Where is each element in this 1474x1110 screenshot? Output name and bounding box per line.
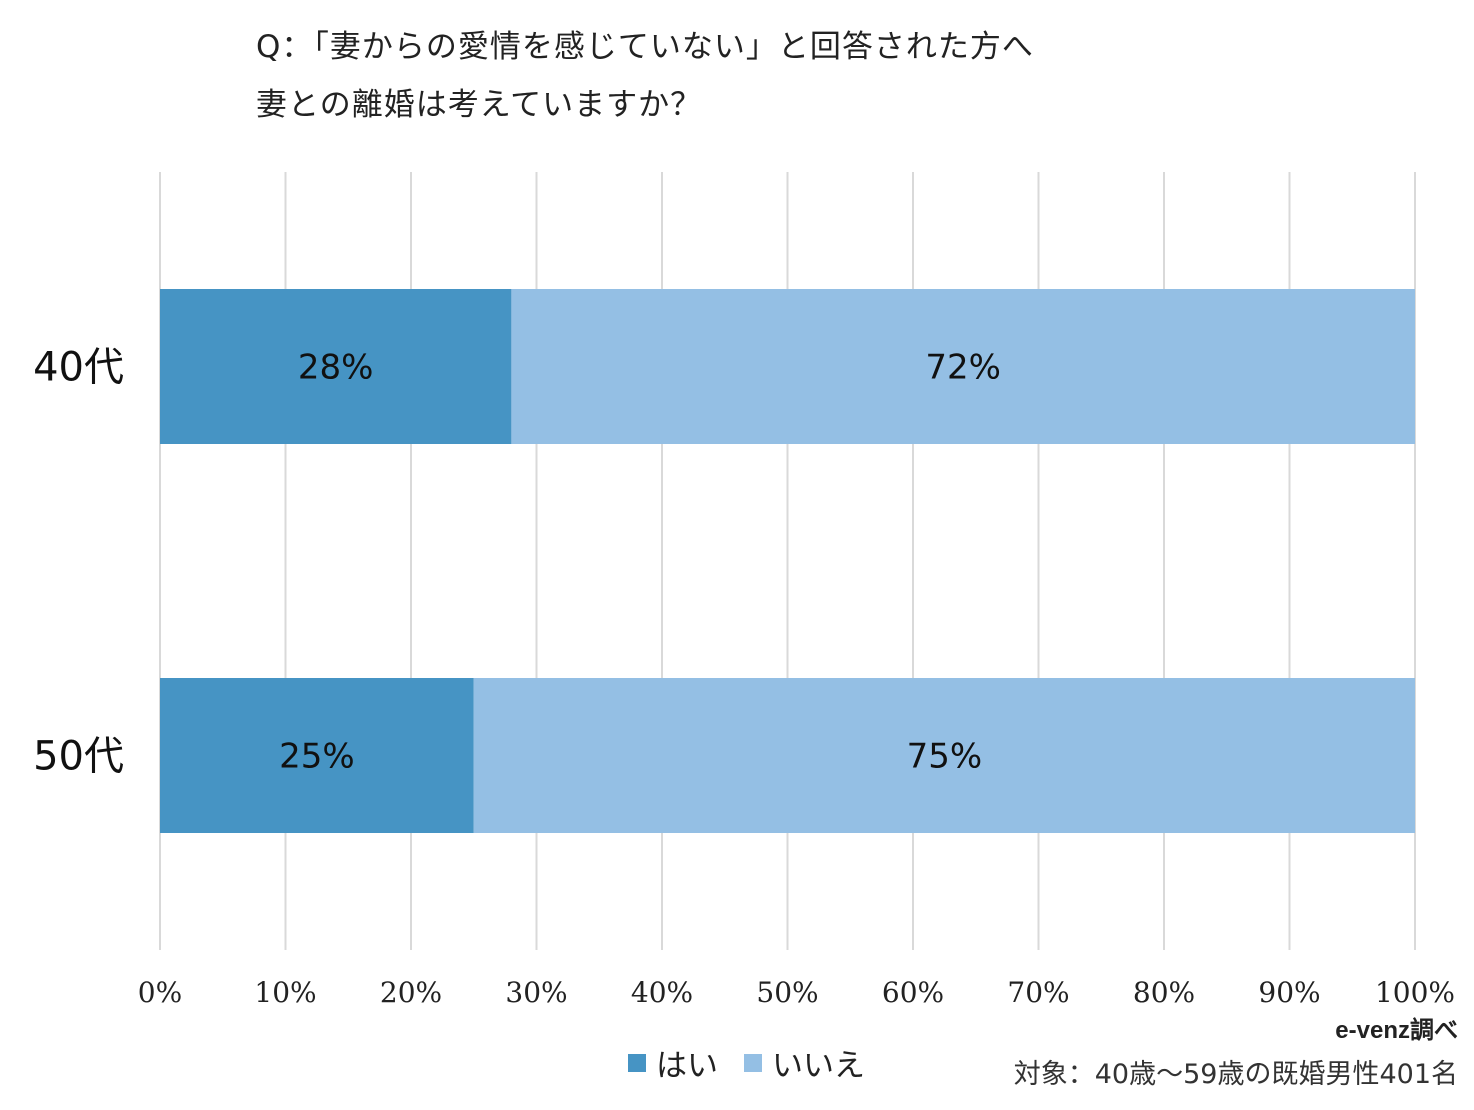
legend-swatch-iie	[744, 1053, 762, 1072]
data-label: 75%	[907, 737, 983, 777]
x-tick-label: 0%	[138, 976, 182, 1009]
bar-segment	[473, 678, 1415, 833]
title-line-2: 妻との離婚は考えていますか？	[256, 87, 703, 123]
legend-label-hai: はい	[656, 1048, 718, 1084]
x-tick-label: 80%	[1133, 976, 1195, 1009]
data-label: 25%	[279, 737, 355, 777]
x-tick-label: 10%	[254, 976, 316, 1009]
legend: はい いいえ	[628, 1040, 891, 1085]
y-category-label: 40代	[33, 345, 124, 391]
x-tick-label: 90%	[1258, 976, 1320, 1009]
legend-item-iie: いいえ	[744, 1040, 865, 1085]
x-tick-label: 40%	[631, 976, 693, 1009]
x-tick-label: 60%	[882, 976, 944, 1009]
y-category-label: 50代	[33, 734, 124, 780]
x-tick-label: 100%	[1375, 976, 1455, 1009]
source-label: e-venz調べ	[1335, 1017, 1458, 1044]
x-tick-label: 70%	[1007, 976, 1069, 1009]
x-tick-label: 30%	[505, 976, 567, 1009]
legend-swatch-hai	[628, 1053, 646, 1072]
data-label: 28%	[298, 348, 374, 388]
survey-target-note: 対象：40歳〜59歳の既婚男性401名	[1013, 1059, 1458, 1090]
legend-item-hai: はい	[628, 1040, 718, 1085]
bar-segment	[160, 678, 474, 833]
x-tick-label: 20%	[380, 976, 442, 1009]
x-tick-label: 50%	[756, 976, 818, 1009]
legend-label-iie: いいえ	[772, 1048, 865, 1084]
bar-chart: 0% 10% 20% 30% 40% 50% 60% 70% 80% 90% 100% 28% 72% 4…	[33, 172, 1455, 1009]
data-label: 72%	[925, 348, 1001, 388]
bar-segment	[511, 289, 1415, 444]
title-line-1: Q：「妻からの愛情を感じていない」と回答された方へ	[256, 29, 1034, 65]
chart-title: Q：「妻からの愛情を感じていない」と回答された方へ 妻との離婚は考えていますか？	[256, 18, 1034, 134]
bar-segment	[160, 289, 512, 444]
